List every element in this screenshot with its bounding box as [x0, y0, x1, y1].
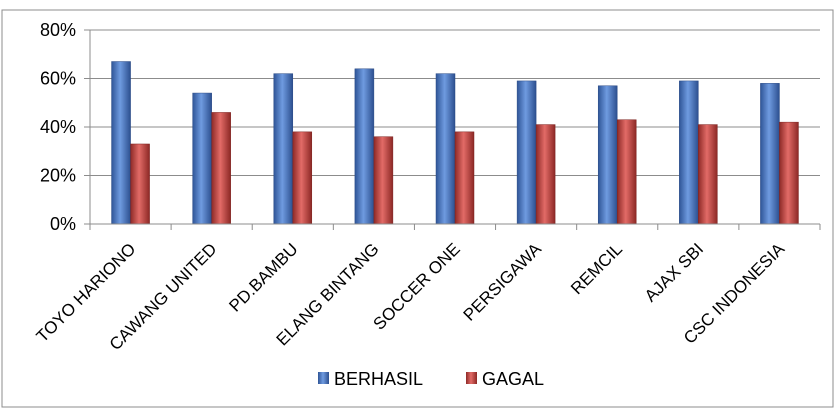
bar-berhasil	[597, 85, 618, 225]
bar-berhasil	[111, 61, 131, 225]
bar-berhasil	[679, 80, 699, 225]
bar-berhasil	[760, 83, 780, 225]
y-tick-label: 0%	[50, 214, 76, 234]
bar-gagal	[454, 131, 475, 225]
legend-label: GAGAL	[482, 369, 544, 389]
bar-berhasil	[192, 92, 212, 225]
bar-berhasil	[435, 73, 456, 225]
bar-gagal	[616, 119, 637, 225]
legend-label: BERHASIL	[334, 369, 423, 389]
y-tick-label: 40%	[40, 117, 76, 137]
legend-swatch	[318, 372, 329, 384]
bar-gagal	[211, 112, 231, 225]
bar-gagal	[292, 131, 313, 225]
bar-berhasil	[354, 68, 375, 225]
bar-gagal	[130, 143, 150, 225]
y-tick-label: 20%	[40, 166, 76, 186]
bar-gagal	[373, 136, 394, 225]
bar-gagal	[698, 124, 718, 225]
bar-berhasil	[516, 80, 537, 225]
bar-gagal	[535, 124, 556, 225]
y-tick-label: 60%	[40, 69, 76, 89]
bar-gagal	[779, 121, 799, 225]
legend-item-berhasil: BERHASIL	[318, 369, 423, 389]
legend-swatch	[466, 372, 477, 384]
y-tick-label: 80%	[40, 20, 76, 40]
legend-item-gagal: GAGAL	[466, 369, 544, 389]
bar-berhasil	[273, 73, 294, 225]
